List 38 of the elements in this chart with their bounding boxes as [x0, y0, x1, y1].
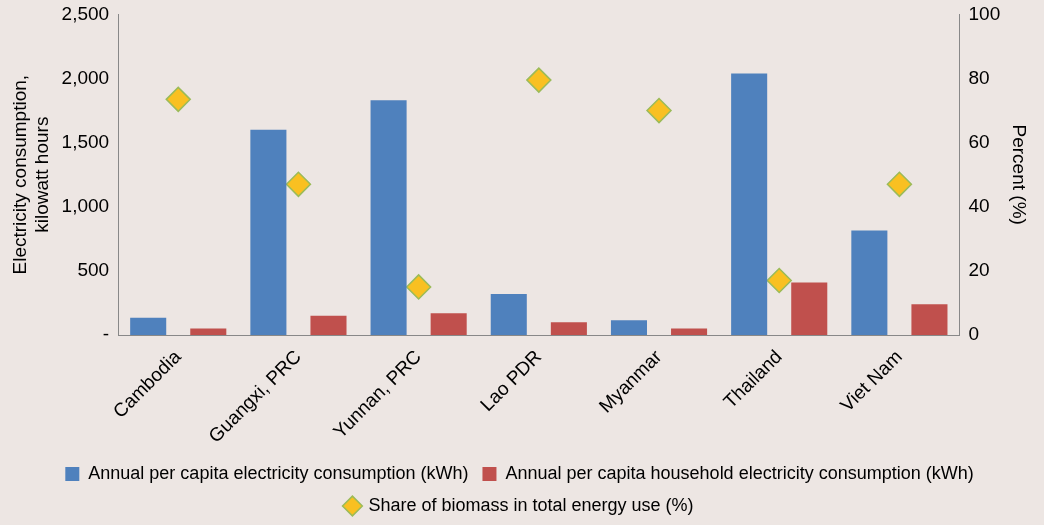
point [766, 267, 792, 294]
bar [610, 320, 647, 336]
point [285, 171, 312, 198]
legend-label: Share of biomass in total energy use (%) [368, 494, 694, 515]
bar [911, 304, 948, 336]
bar [310, 315, 347, 336]
point [165, 86, 191, 113]
bar [490, 293, 527, 336]
y2-tick-label: 20 [968, 259, 990, 281]
bar [130, 317, 167, 336]
y-tick-label: 1,500 [61, 130, 110, 152]
bar [851, 230, 888, 336]
bar [731, 73, 768, 336]
y2-axis-title: Percent (%) [1009, 124, 1031, 225]
bar [370, 100, 407, 336]
legend-label: Annual per capita electricity consumption (kWh) [88, 462, 469, 483]
bar [190, 328, 227, 336]
point [886, 171, 913, 198]
y2-tick-label: 40 [968, 195, 990, 216]
y2-tick-label: 0 [968, 323, 980, 345]
y2-tick-label: 100 [968, 2, 1001, 24]
y2-tick-label: 80 [968, 66, 990, 88]
y-tick-label: - [102, 323, 110, 345]
y-tick-label: 500 [77, 259, 110, 281]
bar [671, 328, 708, 336]
bar [550, 322, 587, 336]
y-axis-title: Electricity consumption, kilowatt hours [8, 74, 53, 275]
point [526, 67, 552, 93]
point [405, 274, 432, 300]
bar [430, 313, 467, 336]
point [646, 97, 672, 124]
y-tick-label: 2,000 [61, 66, 110, 88]
y-tick-label: 1,000 [61, 195, 110, 216]
legend-label: Annual per capita household electricity consumption (kWh) [505, 462, 974, 483]
bar [250, 129, 287, 336]
y2-tick-label: 60 [968, 130, 990, 152]
bar [791, 282, 828, 336]
y-tick-label: 2,500 [61, 2, 110, 24]
